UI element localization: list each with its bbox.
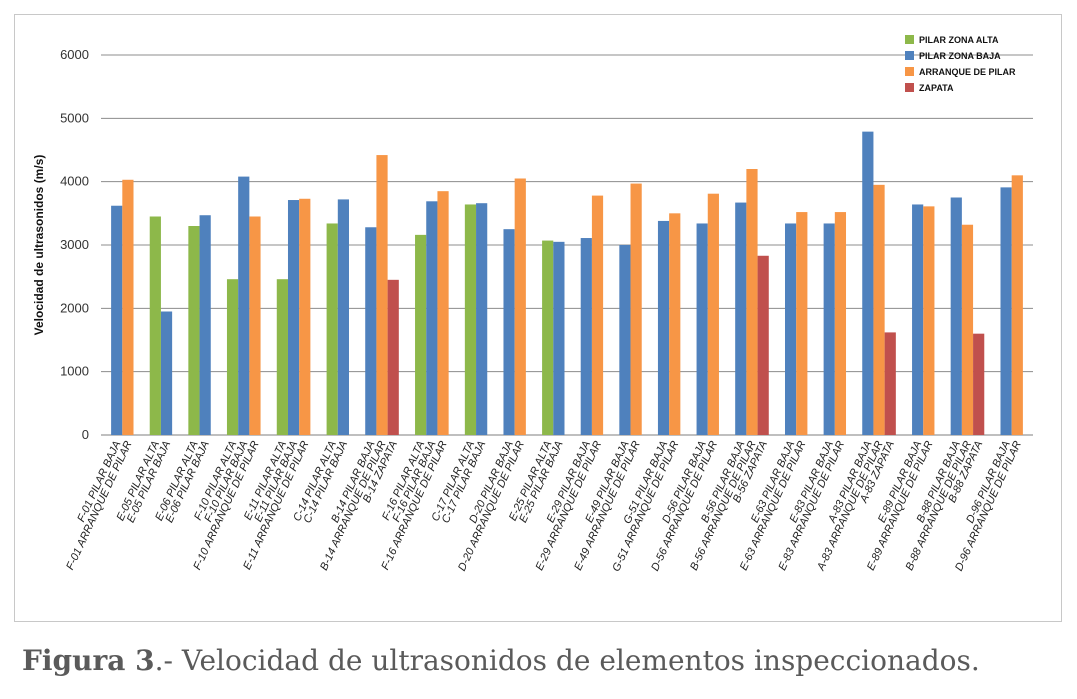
bar-arranque [514,178,526,435]
bar-baja [476,203,488,435]
y-tick-label: 3000 [60,237,89,252]
bar-alta [464,204,477,435]
legend-swatch [905,67,914,76]
bar-baja [503,229,515,435]
legend-entry: PILAR ZONA ALTA [919,35,999,45]
bar-zapata [757,255,769,435]
y-tick-label: 6000 [60,47,89,62]
bar-alta [149,216,161,435]
bars [111,131,1023,435]
bar-arranque [437,191,449,435]
bar-baja [1000,187,1012,435]
bar-zapata [884,332,896,435]
y-tick-label: 1000 [60,364,89,379]
bar-baja [426,201,438,435]
bar-baja [287,200,300,435]
bar-alta [188,226,200,435]
figure-caption: Figura 3.- Velocidad de ultrasonidos de … [22,644,1062,677]
bar-baja [950,197,962,435]
bar-alta [326,223,338,435]
bar-arranque [923,206,935,435]
bar-arranque [591,195,604,435]
y-axis-label: Velocidad de ultrasonidos (m/s) [32,155,46,336]
legend: PILAR ZONA ALTA PILAR ZONA BAJA ARRANQUE D… [905,35,1016,93]
bar-arranque [961,224,974,435]
bar-arranque [796,212,808,435]
legend-entry: ARRANQUE DE PILAR [919,67,1016,77]
figure-label: Figura 3 [22,644,155,677]
bar-baja [657,220,670,435]
bar-baja [238,176,250,435]
bar-baja [912,204,924,435]
y-tick-label: 4000 [60,174,89,189]
bar-alta [542,240,554,435]
bar-zapata [387,279,399,435]
legend-swatch [905,51,914,60]
bar-baja [199,215,211,435]
bar-baja [160,311,173,435]
caption-text: .- Velocidad de ultrasonidos de elemento… [154,644,980,677]
bar-baja [553,241,565,435]
bar-arranque [299,198,311,435]
bar-zapata [973,333,985,435]
bar-baja [580,238,592,435]
bar-arranque [669,213,681,435]
y-tick-label: 0 [82,427,89,442]
bar-arranque [834,212,847,435]
chart-frame: 0 1000 2000 3000 4000 5000 6000 Velocidad de u… [14,14,1062,622]
bar-arranque [746,169,758,435]
bar-arranque [376,155,388,435]
bar-baja [111,205,123,435]
y-tick-label: 2000 [60,300,89,315]
bar-baja [862,131,874,435]
bar-chart: 0 1000 2000 3000 4000 5000 6000 Velocidad de u… [32,35,1033,574]
y-axis-ticks: 0 1000 2000 3000 4000 5000 6000 [60,47,89,442]
bar-alta [226,279,239,435]
legend-swatch [905,35,914,44]
bar-arranque [1011,175,1023,435]
bar-arranque [630,183,642,435]
bar-baja [735,202,747,435]
bar-alta [415,234,427,435]
legend-swatch [905,83,914,92]
bar-baja [785,223,797,435]
bar-alta [276,279,288,435]
bar-baja [337,199,349,435]
legend-entry: ZAPATA [919,83,954,93]
bar-baja [823,223,835,435]
bar-baja [696,223,708,435]
bar-arranque [122,179,134,435]
bar-arranque [707,193,719,435]
bar-baja [619,245,631,435]
y-tick-label: 5000 [60,110,89,125]
bar-baja [365,227,377,435]
bar-arranque [249,216,261,435]
bar-arranque [873,184,885,435]
legend-entry: PILAR ZONA BAJA [919,51,1001,61]
